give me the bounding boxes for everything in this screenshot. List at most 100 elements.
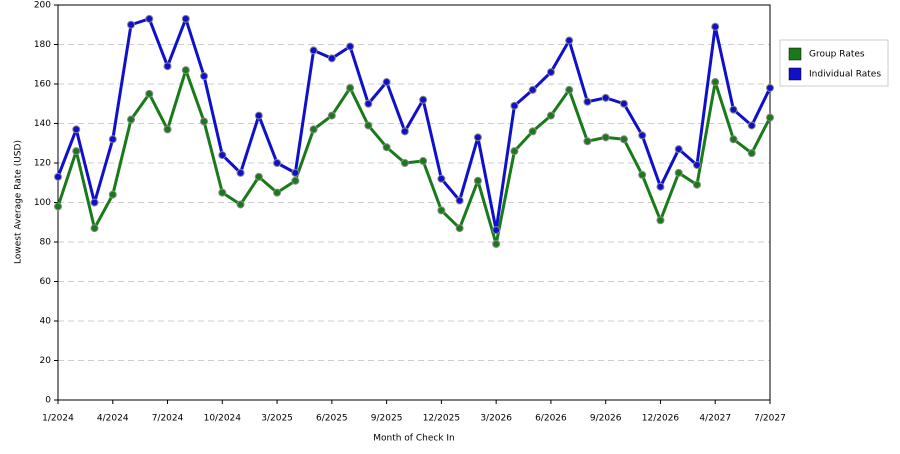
y-tick-label: 20: [40, 356, 52, 366]
data-point: [638, 170, 647, 179]
data-point: [218, 188, 227, 197]
data-point: [619, 135, 628, 144]
data-point: [546, 111, 555, 120]
data-point: [674, 145, 683, 154]
x-tick-label: 9/2026: [590, 414, 622, 424]
data-point: [656, 182, 665, 191]
data-point: [747, 149, 756, 158]
series-line: [56, 17, 772, 232]
data-point: [565, 85, 574, 94]
data-point: [181, 14, 190, 23]
data-point: [510, 147, 519, 156]
legend-swatch: [788, 67, 802, 81]
data-point: [729, 135, 738, 144]
data-point: [200, 72, 209, 81]
x-tick-label: 9/2025: [371, 414, 403, 424]
data-point: [364, 99, 373, 108]
data-point: [291, 168, 300, 177]
data-point: [72, 125, 81, 134]
x-tick-label: 3/2026: [480, 414, 512, 424]
data-point: [638, 131, 647, 140]
y-tick-label: 100: [34, 198, 51, 208]
data-point: [601, 93, 610, 102]
y-tick-label: 60: [40, 277, 52, 287]
y-tick-label: 40: [40, 317, 52, 327]
x-tick-label: 12/2026: [642, 414, 680, 424]
legend-label: Group Rates: [809, 50, 865, 60]
data-point: [656, 216, 665, 225]
data-point: [528, 85, 537, 94]
data-point: [54, 172, 62, 181]
data-point: [54, 202, 62, 211]
data-point: [510, 101, 519, 110]
data-point: [382, 78, 391, 87]
data-point: [674, 168, 683, 177]
data-point: [437, 174, 446, 183]
x-tick-label: 12/2025: [423, 414, 460, 424]
y-tick-label: 180: [34, 40, 51, 50]
data-point: [346, 42, 355, 51]
data-point: [473, 133, 482, 142]
x-tick-label: 4/2027: [699, 414, 731, 424]
data-point: [455, 196, 464, 205]
data-point: [273, 188, 282, 197]
data-point: [419, 157, 428, 166]
data-point: [455, 224, 464, 233]
data-point: [254, 111, 263, 120]
data-point: [601, 133, 610, 142]
data-point: [291, 176, 300, 185]
data-point: [546, 68, 555, 77]
x-tick-label: 7/2027: [754, 414, 786, 424]
data-point: [163, 62, 172, 71]
y-tick-label: 160: [34, 80, 51, 90]
series-line: [56, 68, 772, 246]
y-tick-label: 140: [34, 119, 51, 129]
data-point: [327, 111, 336, 120]
data-point: [254, 172, 263, 181]
data-point: [492, 226, 501, 235]
data-point: [766, 83, 774, 92]
data-point: [218, 151, 227, 160]
data-point: [145, 14, 154, 23]
data-point: [108, 135, 117, 144]
data-point: [181, 66, 190, 75]
legend-label: Individual Rates: [809, 70, 881, 80]
data-point: [692, 160, 701, 169]
data-point: [90, 198, 99, 207]
x-tick-label: 1/2024: [42, 414, 74, 424]
data-point: [473, 176, 482, 185]
data-point: [419, 95, 428, 104]
data-point: [145, 89, 154, 98]
x-tick-label: 4/2024: [97, 414, 129, 424]
x-tick-label: 6/2026: [535, 414, 567, 424]
data-point: [492, 239, 501, 248]
data-point: [127, 115, 136, 124]
data-point: [583, 137, 592, 146]
legend-swatch: [788, 47, 802, 61]
data-point: [711, 78, 720, 87]
data-point: [236, 168, 245, 177]
data-point: [273, 159, 282, 167]
data-point: [766, 113, 774, 122]
data-point: [309, 125, 318, 134]
data-point: [528, 127, 537, 136]
x-tick-label: 6/2025: [316, 414, 348, 424]
data-point: [400, 127, 409, 136]
y-tick-label: 80: [40, 238, 52, 248]
y-tick-label: 200: [34, 1, 51, 11]
data-point: [346, 83, 355, 92]
data-point: [565, 36, 574, 45]
data-point: [90, 224, 99, 233]
data-point: [692, 180, 701, 189]
data-point: [236, 200, 245, 209]
data-point: [437, 206, 446, 215]
data-point: [382, 143, 391, 152]
data-point: [400, 159, 409, 167]
data-point: [711, 22, 720, 31]
data-point: [747, 121, 756, 130]
data-point: [364, 121, 373, 130]
data-point: [583, 97, 592, 106]
y-tick-label: 120: [34, 159, 51, 169]
